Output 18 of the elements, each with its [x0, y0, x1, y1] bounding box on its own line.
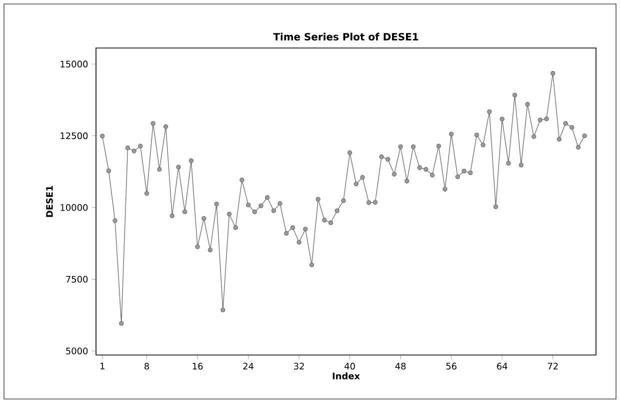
x-tick-label: 1 — [100, 362, 104, 370]
x-axis-title: Index — [332, 372, 360, 380]
x-tick-label: 72 — [548, 362, 558, 370]
x-tick-label: 56 — [446, 362, 456, 370]
y-tick-label: 5000 — [66, 348, 88, 354]
y-axis-title: DESE1 — [46, 186, 53, 217]
chart-title: Time Series Plot of DESE1 — [273, 32, 418, 40]
y-tick-label: 15000 — [60, 60, 88, 68]
y-tick-label: 7500 — [66, 276, 88, 283]
x-tick-label: 40 — [344, 362, 355, 370]
y-tick-label: 12500 — [60, 132, 88, 140]
x-tick-label: 16 — [192, 362, 203, 370]
x-tick-label: 48 — [395, 362, 406, 370]
x-tick-label: 8 — [144, 362, 150, 370]
x-tick-label: 32 — [294, 362, 304, 370]
y-tick-label: 10000 — [60, 204, 88, 211]
x-tick-label: 24 — [243, 362, 254, 370]
x-tick-label: 64 — [497, 362, 508, 370]
